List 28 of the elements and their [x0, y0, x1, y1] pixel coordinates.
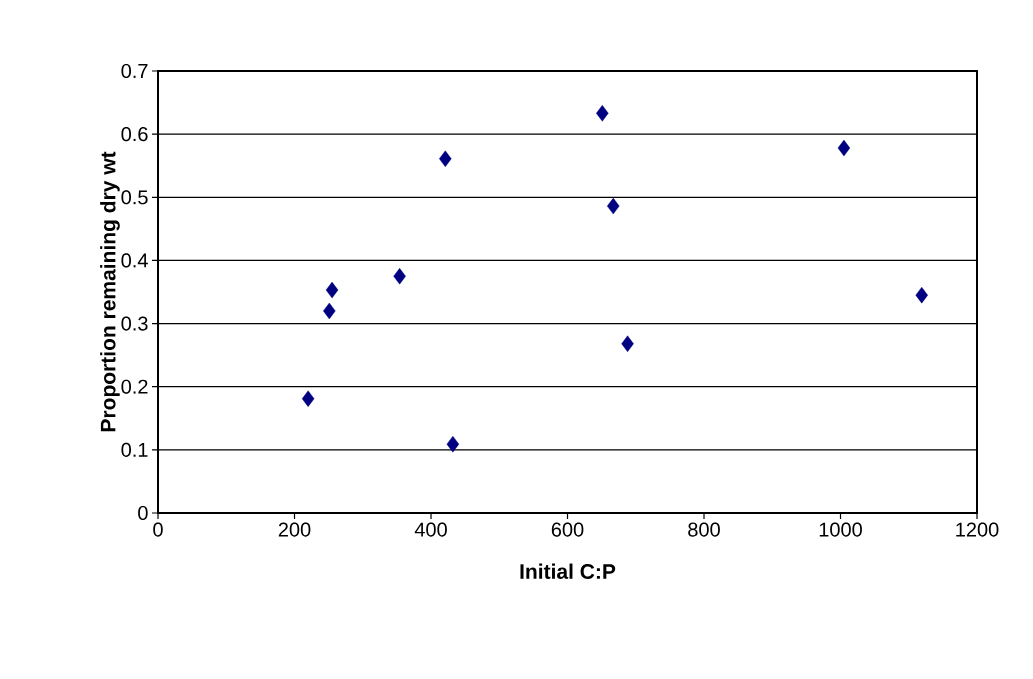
x-tick-label: 600 [551, 522, 584, 537]
y-tick-label: 0.7 [121, 63, 148, 79]
point [915, 286, 928, 304]
x-tick-label: 800 [688, 522, 720, 537]
x-tick-label: 200 [278, 522, 311, 537]
point [325, 281, 339, 299]
point [323, 302, 336, 320]
y-tick-label: 0.4 [121, 253, 148, 268]
point [596, 105, 609, 122]
x-tick-label: 1000 [819, 522, 862, 537]
y-tick-label: 0.6 [121, 127, 148, 142]
point [607, 197, 620, 215]
x-axis-title: Initial C:P [520, 563, 616, 579]
y-tick-label: 0.1 [121, 442, 148, 457]
point [837, 139, 851, 157]
point [301, 390, 315, 407]
y-axis-title: Proportion remaining dry wt [100, 151, 120, 432]
point [439, 150, 452, 167]
y-tick-label: 0.2 [121, 379, 148, 394]
y-tick-label: 0.5 [121, 190, 148, 205]
x-tick-label: 1200 [956, 522, 999, 537]
x-tick-label: 0 [153, 522, 163, 537]
point [446, 435, 460, 453]
point [621, 335, 634, 352]
x-tick-label: 400 [414, 522, 447, 537]
y-tick-label: 0.3 [121, 316, 148, 331]
y-tick-label: 0 [138, 505, 148, 521]
point [393, 268, 406, 285]
